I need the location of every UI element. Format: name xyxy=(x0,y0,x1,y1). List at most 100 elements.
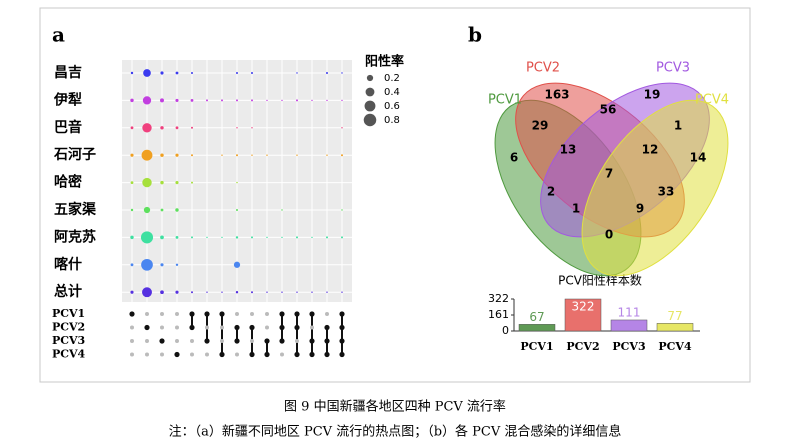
panel-label: a xyxy=(52,23,65,47)
legend-label: 0.2 xyxy=(384,73,400,84)
dot xyxy=(142,177,152,188)
matrix-dot xyxy=(145,352,149,357)
set-label: PCV2 xyxy=(526,61,560,76)
caption-note: 注：（a）新疆不同地区 PCV 流行的热点图；（b）各 PCV 混合感染的详细信… xyxy=(169,424,622,440)
dot xyxy=(160,208,164,212)
matrix-dot xyxy=(130,352,134,357)
x-tick-label: PCV3 xyxy=(612,340,645,353)
matrix-dot xyxy=(279,338,285,344)
dot xyxy=(221,154,223,156)
matrix-dot xyxy=(235,312,239,316)
matrix-dot xyxy=(175,325,179,330)
matrix-dot xyxy=(129,311,135,317)
matrix-dot xyxy=(219,311,225,317)
row-label: 巴音 xyxy=(54,119,82,136)
dot xyxy=(191,236,193,239)
matrix-dot xyxy=(175,339,179,343)
matrix-label: PCV2 xyxy=(52,321,85,334)
dot xyxy=(311,236,313,239)
matrix-dot xyxy=(159,338,165,344)
dot xyxy=(130,181,134,185)
matrix-dot xyxy=(160,352,164,357)
matrix-dot xyxy=(264,338,270,344)
dot xyxy=(266,236,268,239)
dot xyxy=(236,181,238,184)
dot xyxy=(236,72,238,74)
legend-label: 0.8 xyxy=(384,115,400,126)
matrix-dot xyxy=(279,324,285,331)
matrix-dot xyxy=(324,351,330,358)
matrix-dot xyxy=(310,325,314,330)
dot xyxy=(191,181,193,184)
dot xyxy=(251,154,253,156)
legend-dot xyxy=(364,100,376,112)
matrix-dot xyxy=(265,312,269,316)
matrix-dot xyxy=(309,351,315,358)
matrix-dot xyxy=(309,338,315,344)
venn-count: 6 xyxy=(510,151,518,165)
matrix-dot xyxy=(309,311,315,317)
dot xyxy=(311,291,313,293)
matrix-dot xyxy=(130,325,134,330)
dot xyxy=(143,206,151,214)
matrix-dot xyxy=(324,338,330,344)
dot xyxy=(266,99,268,102)
matrix-dot xyxy=(264,351,270,358)
venn-count: 29 xyxy=(532,119,549,133)
dot xyxy=(326,291,328,293)
dot xyxy=(175,236,179,239)
dot xyxy=(236,154,238,157)
legend-dot xyxy=(365,87,375,97)
matrix-dot xyxy=(294,351,300,358)
dot xyxy=(160,98,164,103)
dot xyxy=(206,291,208,293)
dot xyxy=(326,236,328,239)
venn-count: 12 xyxy=(642,143,659,157)
dot xyxy=(160,180,164,185)
matrix-dot xyxy=(250,312,254,316)
matrix-dot xyxy=(265,325,269,330)
matrix-dot xyxy=(160,325,164,330)
dot xyxy=(130,153,134,157)
dot xyxy=(341,291,343,293)
bar-value: 111 xyxy=(618,305,641,319)
matrix-dot xyxy=(175,312,179,316)
dot xyxy=(175,153,179,157)
matrix-dot xyxy=(234,324,240,331)
dot xyxy=(175,181,179,185)
bar xyxy=(564,298,602,332)
dot xyxy=(221,291,223,293)
matrix-dot xyxy=(189,324,195,331)
matrix-dot xyxy=(279,311,285,317)
dot xyxy=(130,98,134,103)
dot xyxy=(266,291,268,293)
venn-count: 0 xyxy=(605,228,613,242)
dot xyxy=(140,231,154,244)
venn-count: 9 xyxy=(636,202,644,216)
y-tick-label: 161 xyxy=(488,308,509,321)
dot xyxy=(251,99,253,102)
dot xyxy=(296,154,298,156)
dot xyxy=(236,99,238,102)
venn-count: 1 xyxy=(674,119,682,133)
x-tick-label: PCV4 xyxy=(658,340,692,353)
matrix-dot xyxy=(339,338,345,344)
matrix-label: PCV4 xyxy=(52,348,86,361)
dot xyxy=(191,72,193,74)
dot xyxy=(130,290,134,294)
matrix-dot xyxy=(249,351,255,358)
matrix-dot xyxy=(339,351,345,358)
row-label: 总计 xyxy=(54,283,82,300)
matrix-dot xyxy=(205,325,209,330)
dot xyxy=(221,236,223,239)
dot xyxy=(175,290,179,294)
dot xyxy=(160,290,164,295)
dot xyxy=(296,291,298,293)
bar xyxy=(518,324,556,332)
legend-label: 0.6 xyxy=(384,101,400,112)
legend-dot xyxy=(363,113,377,127)
dot xyxy=(281,99,283,102)
dot xyxy=(236,209,238,211)
x-tick-label: PCV2 xyxy=(566,340,599,353)
